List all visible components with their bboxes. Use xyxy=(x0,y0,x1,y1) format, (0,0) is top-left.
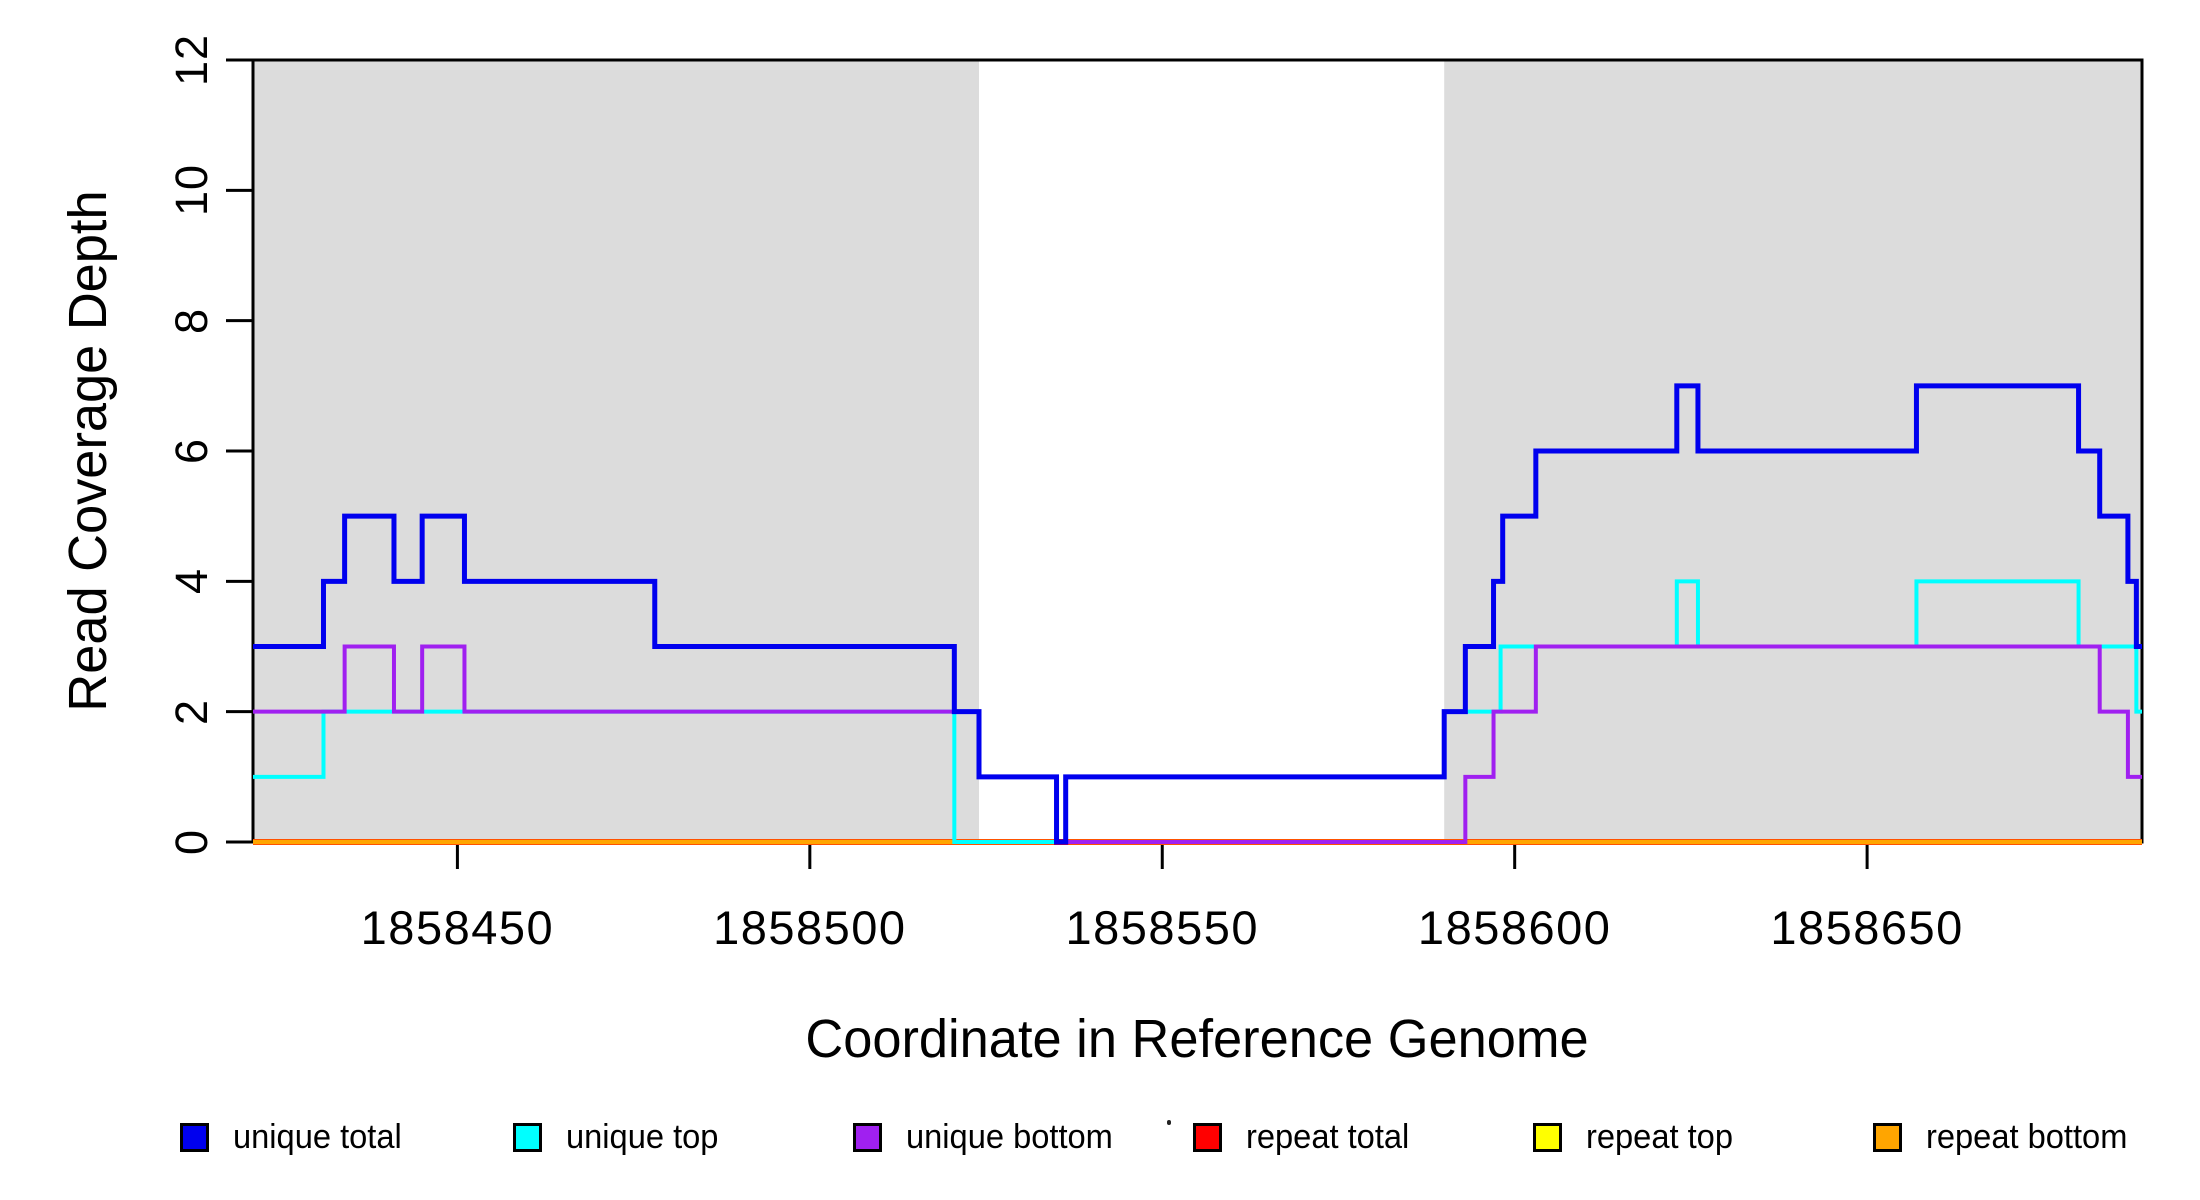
y-axis-title: Read Coverage Depth xyxy=(58,190,118,712)
y-tick-label: 12 xyxy=(166,33,217,87)
y-tick-label: 2 xyxy=(166,698,217,725)
x-tick-label: 1858600 xyxy=(1417,901,1612,954)
legend-label: repeat bottom xyxy=(1926,1117,2128,1156)
y-tick-label: 6 xyxy=(166,437,217,465)
shaded-region xyxy=(253,60,979,842)
x-tick-label: 1858650 xyxy=(1770,901,1964,954)
legend-item-unique-total: unique total xyxy=(180,1118,409,1156)
legend-item-repeat-bottom: repeat bottom xyxy=(1873,1118,2136,1156)
legend-swatch-icon xyxy=(1193,1122,1222,1152)
y-tick-label: 0 xyxy=(166,828,217,856)
x-tick-label: 1858550 xyxy=(1065,901,1259,954)
y-tick-label: 8 xyxy=(166,307,217,334)
legend-label: unique total xyxy=(233,1117,402,1156)
legend-label: repeat total xyxy=(1246,1117,1410,1156)
legend-swatch-icon xyxy=(1533,1122,1562,1152)
legend-swatch-icon xyxy=(853,1122,882,1152)
x-tick-label: 1858450 xyxy=(360,901,555,954)
legend-swatch-icon xyxy=(180,1122,209,1152)
y-tick-label: 10 xyxy=(166,164,217,217)
legend-label: unique top xyxy=(566,1117,719,1156)
legend-swatch-icon xyxy=(1873,1122,1902,1152)
legend-swatch-icon xyxy=(513,1122,542,1152)
legend-item-repeat-top: repeat top xyxy=(1533,1118,1739,1156)
x-tick-label: 1858500 xyxy=(713,901,907,954)
legend-item-unique-top: unique top xyxy=(513,1118,725,1156)
y-tick-label: 4 xyxy=(166,568,217,595)
series-line-unique-total xyxy=(253,383,2142,845)
legend-label: repeat top xyxy=(1586,1117,1733,1156)
legend-label: unique bottom xyxy=(906,1117,1113,1156)
legend-item-repeat-total: repeat total xyxy=(1193,1118,1416,1156)
x-axis-title: Coordinate in Reference Genome xyxy=(805,1009,1589,1069)
legend-artifact-dot xyxy=(1167,1120,1171,1125)
legend-item-unique-bottom: unique bottom xyxy=(853,1118,1122,1156)
